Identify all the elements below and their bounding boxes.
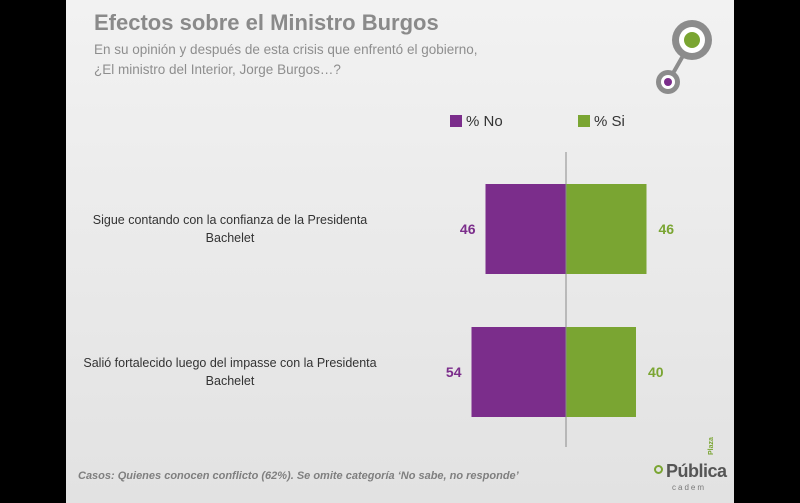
logo-main-text: Pública [666,461,727,481]
logo-top-text: Plaza [708,437,715,455]
logo-dot-icon [654,465,663,474]
legend-swatch-no [450,115,462,127]
bar-si-2 [566,327,636,417]
value-label-si-2: 40 [648,364,664,380]
diverging-bar-chart: % No % Si 46 46 Sigue contando con la confia… [83,113,675,447]
legend-swatch-si [578,115,590,127]
footnote: Casos: Quienes conocen conflicto (62%). … [78,470,519,482]
decorative-circles-icon [656,20,712,94]
logo-bottom-text: cadem [672,483,707,492]
chart-title: Efectos sobre el Ministro Burgos [94,10,439,35]
value-label-si-1: 46 [659,221,675,237]
category-label-1-line-2: Bachelet [206,231,255,245]
value-label-no-1: 46 [460,221,476,237]
plaza-publica-logo: Pública Plaza cadem [654,437,727,497]
value-label-no-2: 54 [446,364,462,380]
chart-subtitle-line-2: ¿El ministro del Interior, Jorge Burgos…… [94,62,341,77]
category-label-2-line-1: Salió fortalecido luego del impasse con … [83,356,376,370]
category-label-2-line-2: Bachelet [206,374,255,388]
legend-label-si: % Si [594,113,625,130]
bar-si-1 [566,184,647,274]
bar-no-2 [471,327,566,417]
bar-no-1 [485,184,566,274]
slide: Efectos sobre el Ministro Burgos En su o… [66,0,734,503]
chart-subtitle-line-1: En su opinión y después de esta crisis q… [94,42,478,57]
legend-label-no: % No [466,113,503,130]
category-label-1-line-1: Sigue contando con la confianza de la Pr… [93,213,368,227]
